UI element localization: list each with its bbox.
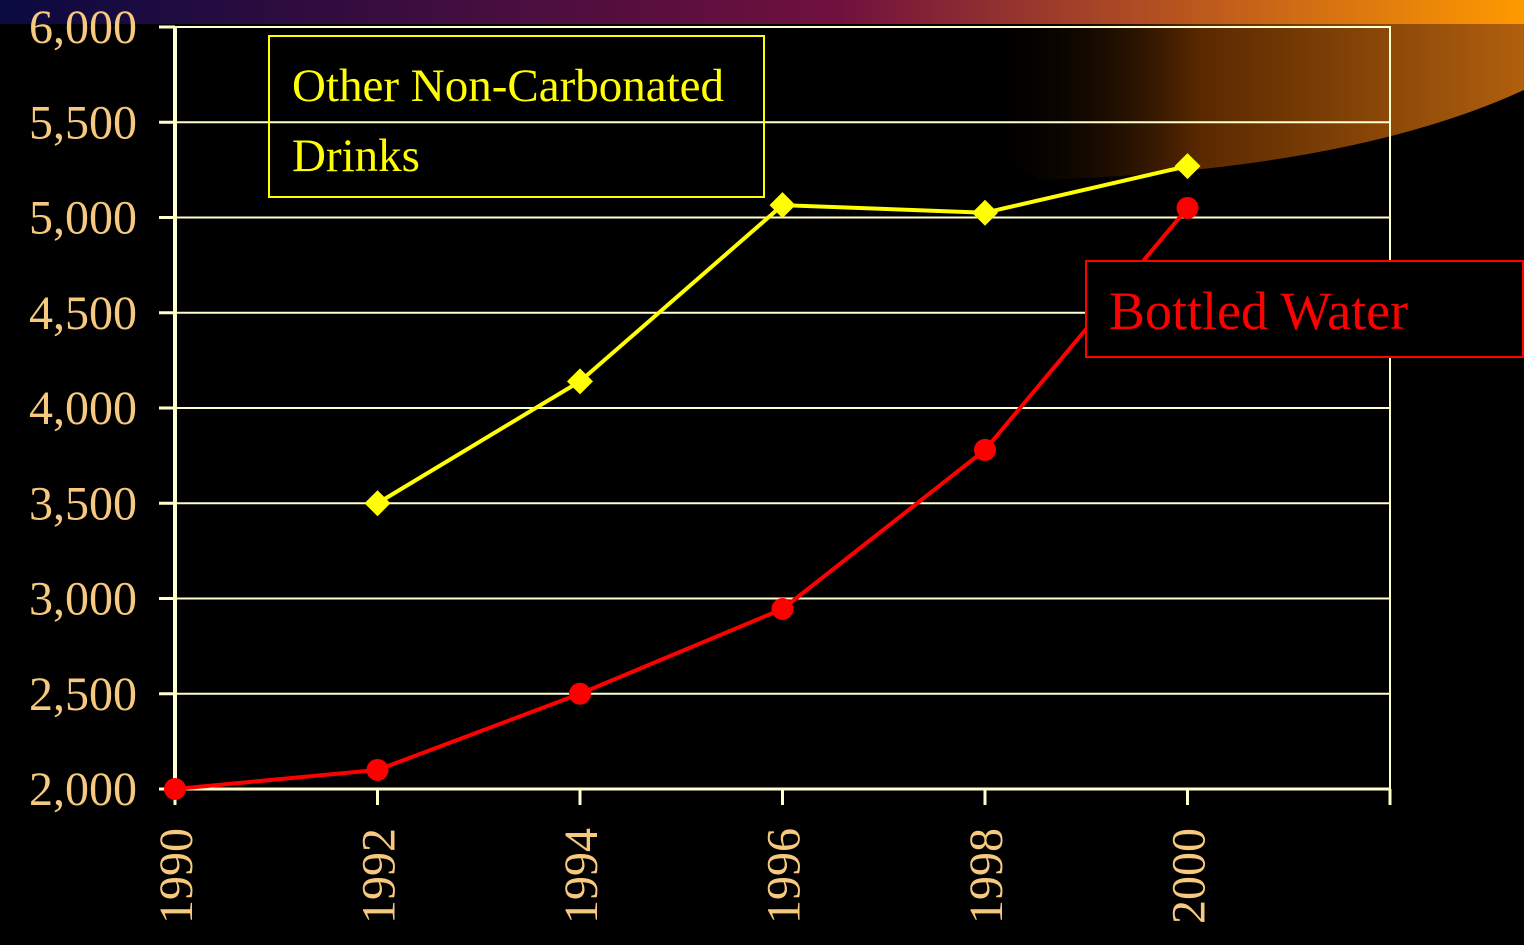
x-tick-label: 1998 (960, 828, 1013, 924)
data-point (366, 758, 389, 781)
data-point (769, 192, 796, 219)
y-tick-label: 4,000 (29, 382, 137, 435)
data-point (569, 682, 591, 705)
x-tick-label: 1996 (758, 828, 811, 924)
y-tick-label: 2,000 (29, 763, 137, 816)
y-tick-label: 4,500 (29, 287, 137, 340)
x-tick-label: 2000 (1163, 828, 1216, 924)
title-bar (0, 0, 1524, 24)
x-tick-label: 1990 (150, 828, 203, 924)
data-point (974, 438, 996, 461)
data-point (972, 199, 998, 226)
series-line (174, 206, 1190, 791)
x-tick-label: 1994 (555, 828, 608, 924)
series-label: Other Non-Carbonated Drinks (292, 60, 724, 182)
data-point (364, 490, 391, 517)
y-tick-label: 5,000 (29, 192, 137, 245)
series-label: Bottled Water (1109, 281, 1409, 341)
decor-swoosh (985, 24, 1524, 180)
y-tick-label: 6,000 (29, 1, 137, 54)
y-tick-label: 3,000 (29, 573, 137, 626)
data-point (1174, 153, 1201, 180)
x-tick-label: 1992 (353, 828, 406, 924)
data-point (1176, 196, 1199, 219)
data-point (164, 778, 186, 800)
series-label-box: Bottled Water (1085, 260, 1524, 358)
series-label-box: Other Non-Carbonated Drinks (268, 35, 765, 198)
data-point (771, 597, 794, 620)
y-tick-label: 2,500 (29, 668, 137, 721)
y-tick-label: 3,500 (29, 477, 137, 530)
data-point (567, 368, 593, 395)
y-tick-label: 5,500 (29, 96, 137, 149)
